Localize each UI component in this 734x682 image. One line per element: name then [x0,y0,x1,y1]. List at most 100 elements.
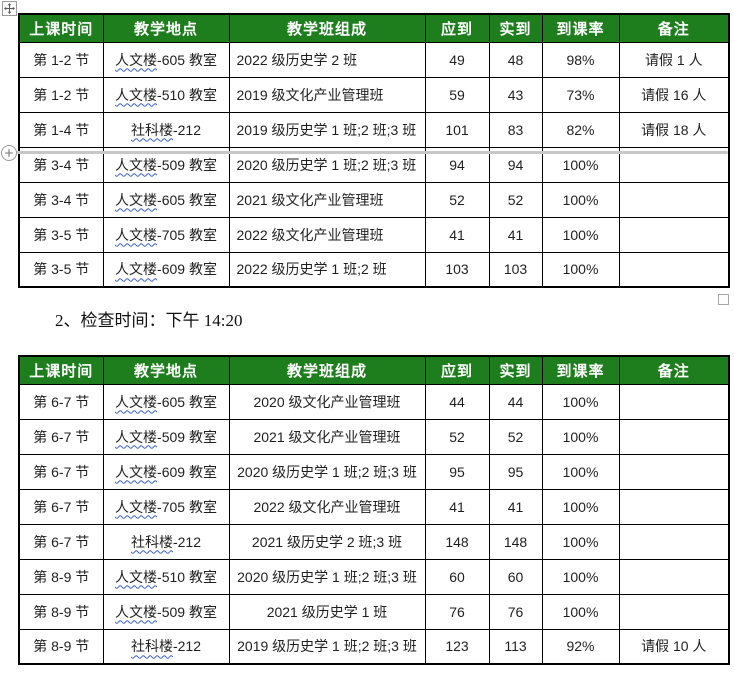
col-header-location[interactable]: 教学地点 [102,355,230,385]
cell-actual[interactable]: 52 [488,418,543,455]
cell-expected[interactable]: 95 [424,453,490,490]
cell-location[interactable]: 社科楼-212 [102,523,230,560]
cell-note[interactable]: 请假 16 人 [618,76,730,113]
cell-location[interactable]: 人文楼-510 教室 [102,76,230,113]
cell-expected[interactable]: 60 [424,558,490,595]
cell-note[interactable] [618,453,730,490]
cell-location[interactable]: 人文楼-509 教室 [102,593,230,630]
cell-note[interactable] [618,593,730,630]
cell-actual[interactable]: 83 [488,111,543,148]
cell-rate[interactable]: 100% [541,251,620,288]
col-header-actual[interactable]: 实到 [488,355,543,385]
cell-classes[interactable]: 2020 级历史学 1 班;2 班;3 班 [228,453,426,490]
cell-actual[interactable]: 95 [488,453,543,490]
cell-note[interactable] [618,523,730,560]
cell-rate[interactable]: 100% [541,523,620,560]
cell-rate[interactable]: 100% [541,593,620,630]
cell-actual[interactable]: 44 [488,383,543,420]
cell-classes[interactable]: 2019 级文化产业管理班 [228,76,426,113]
cell-time[interactable]: 第 3-5 节 [18,216,104,253]
cell-actual[interactable]: 48 [488,41,543,78]
table-resize-handle[interactable] [718,294,729,305]
cell-expected[interactable]: 103 [424,251,490,288]
cell-actual[interactable]: 103 [488,251,543,288]
cell-note[interactable] [618,383,730,420]
col-header-attendance-rate[interactable]: 到课率 [541,355,620,385]
cell-rate[interactable]: 100% [541,181,620,218]
cell-note[interactable]: 请假 18 人 [618,111,730,148]
cell-rate[interactable]: 73% [541,76,620,113]
cell-expected[interactable]: 123 [424,628,490,665]
cell-classes[interactable]: 2022 级文化产业管理班 [228,216,426,253]
cell-note[interactable] [618,251,730,288]
cell-classes[interactable]: 2020 级文化产业管理班 [228,383,426,420]
cell-classes[interactable]: 2019 级历史学 1 班;2 班;3 班 [228,628,426,665]
cell-time[interactable]: 第 6-7 节 [18,383,104,420]
cell-classes[interactable]: 2022 级文化产业管理班 [228,488,426,525]
cell-classes[interactable]: 2020 级历史学 1 班;2 班;3 班 [228,558,426,595]
section-heading[interactable]: 2、检查时间：下午 14:20 [55,311,243,330]
cell-location[interactable]: 社科楼-212 [102,111,230,148]
cell-rate[interactable]: 100% [541,453,620,490]
cell-time[interactable]: 第 1-2 节 [18,76,104,113]
cell-rate[interactable]: 100% [541,558,620,595]
cell-note[interactable] [618,216,730,253]
col-header-remarks[interactable]: 备注 [618,355,730,385]
cell-note[interactable]: 请假 10 人 [618,628,730,665]
cell-expected[interactable]: 49 [424,41,490,78]
cell-expected[interactable]: 148 [424,523,490,560]
cell-classes[interactable]: 2021 级文化产业管理班 [228,181,426,218]
cell-note[interactable] [618,181,730,218]
cell-time[interactable]: 第 6-7 节 [18,453,104,490]
cell-rate[interactable]: 82% [541,111,620,148]
cell-classes[interactable]: 2019 级历史学 1 班;2 班;3 班 [228,111,426,148]
cell-rate[interactable]: 100% [541,418,620,455]
col-header-class-composition[interactable]: 教学班组成 [228,355,426,385]
cell-actual[interactable]: 76 [488,593,543,630]
col-header-class-composition[interactable]: 教学班组成 [228,13,426,43]
cell-classes[interactable]: 2022 级历史学 2 班 [228,41,426,78]
cell-rate[interactable]: 98% [541,41,620,78]
col-header-time[interactable]: 上课时间 [18,13,104,43]
cell-expected[interactable]: 44 [424,383,490,420]
cell-expected[interactable]: 41 [424,216,490,253]
cell-actual[interactable]: 113 [488,628,543,665]
cell-location[interactable]: 社科楼-212 [102,628,230,665]
cell-location[interactable]: 人文楼-705 教室 [102,216,230,253]
cell-actual[interactable]: 41 [488,216,543,253]
cell-actual[interactable]: 43 [488,76,543,113]
cell-time[interactable]: 第 1-4 节 [18,111,104,148]
cell-actual[interactable]: 52 [488,181,543,218]
cell-classes[interactable]: 2021 级文化产业管理班 [228,418,426,455]
cell-time[interactable]: 第 8-9 节 [18,558,104,595]
cell-location[interactable]: 人文楼-609 教室 [102,251,230,288]
col-header-remarks[interactable]: 备注 [618,13,730,43]
cell-location[interactable]: 人文楼-509 教室 [102,418,230,455]
cell-time[interactable]: 第 6-7 节 [18,488,104,525]
cell-rate[interactable]: 100% [541,216,620,253]
cell-location[interactable]: 人文楼-605 教室 [102,41,230,78]
cell-time[interactable]: 第 1-2 节 [18,41,104,78]
cell-actual[interactable]: 60 [488,558,543,595]
cell-expected[interactable]: 52 [424,418,490,455]
cell-expected[interactable]: 101 [424,111,490,148]
cell-expected[interactable]: 52 [424,181,490,218]
cell-time[interactable]: 第 3-5 节 [18,251,104,288]
col-header-location[interactable]: 教学地点 [102,13,230,43]
col-header-time[interactable]: 上课时间 [18,355,104,385]
cell-note[interactable] [618,558,730,595]
cell-expected[interactable]: 41 [424,488,490,525]
cell-actual[interactable]: 41 [488,488,543,525]
cell-location[interactable]: 人文楼-605 教室 [102,181,230,218]
cell-rate[interactable]: 100% [541,488,620,525]
cell-note[interactable]: 请假 1 人 [618,41,730,78]
col-header-attendance-rate[interactable]: 到课率 [541,13,620,43]
col-header-expected[interactable]: 应到 [424,13,490,43]
cell-location[interactable]: 人文楼-510 教室 [102,558,230,595]
cell-location[interactable]: 人文楼-609 教室 [102,453,230,490]
cell-time[interactable]: 第 6-7 节 [18,523,104,560]
cell-rate[interactable]: 92% [541,628,620,665]
cell-time[interactable]: 第 6-7 节 [18,418,104,455]
cell-time[interactable]: 第 3-4 节 [18,181,104,218]
table-move-handle[interactable] [2,1,17,16]
